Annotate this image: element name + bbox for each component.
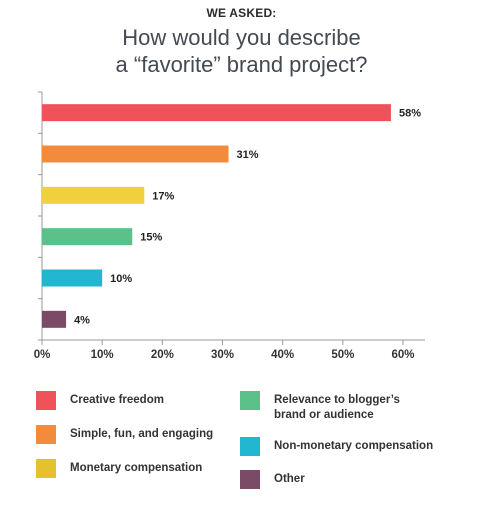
- legend-label: Monetary compensation: [70, 462, 203, 474]
- legend-label: Creative freedom: [70, 394, 164, 406]
- x-tick-label: 10%: [91, 349, 114, 361]
- chart-title-line-1: How would you describe: [122, 25, 361, 50]
- bar-2: [42, 145, 229, 163]
- bar-1: [42, 104, 391, 122]
- x-tick-label: 0%: [34, 349, 51, 361]
- legend-swatch: [240, 391, 260, 410]
- bar-value-label: 17%: [152, 190, 174, 202]
- legend-swatch: [240, 470, 260, 489]
- x-tick-label: 50%: [331, 349, 354, 361]
- legend-label: Relevance to blogger’s brand or audience: [274, 394, 400, 421]
- bar-value-label: 10%: [110, 273, 132, 285]
- legend-swatch: [36, 391, 56, 410]
- chart-title: How would you describe a “favorite” bran…: [0, 24, 483, 78]
- bar-6: [42, 310, 67, 328]
- x-tick-label: 60%: [391, 349, 414, 361]
- x-tick-label: 40%: [271, 349, 294, 361]
- legend-label: Other: [274, 473, 305, 485]
- bar-5: [42, 269, 103, 287]
- bar-value-label: 31%: [237, 149, 259, 161]
- bar-value-label: 58%: [399, 108, 421, 120]
- legend-label: Non-monetary compensation: [274, 440, 434, 452]
- x-tick-label: 20%: [151, 349, 174, 361]
- bar-value-label: 4%: [74, 314, 90, 326]
- legend-swatch: [36, 459, 56, 478]
- bar-3: [42, 186, 145, 204]
- bar-4: [42, 228, 133, 246]
- legend-label: Simple, fun, and engaging: [70, 428, 214, 440]
- kicker-label: WE ASKED:: [206, 6, 277, 20]
- bar-value-label: 15%: [140, 232, 162, 244]
- x-tick-label: 30%: [211, 349, 234, 361]
- bar-chart: 0% 10% 20% 30% 40% 50% 60% 58% 31% 17% 15% 10% 4%: [34, 91, 425, 361]
- legend-swatch: [240, 437, 260, 456]
- chart-title-line-2: a “favorite” brand project?: [115, 52, 368, 77]
- legend-swatch: [36, 425, 56, 444]
